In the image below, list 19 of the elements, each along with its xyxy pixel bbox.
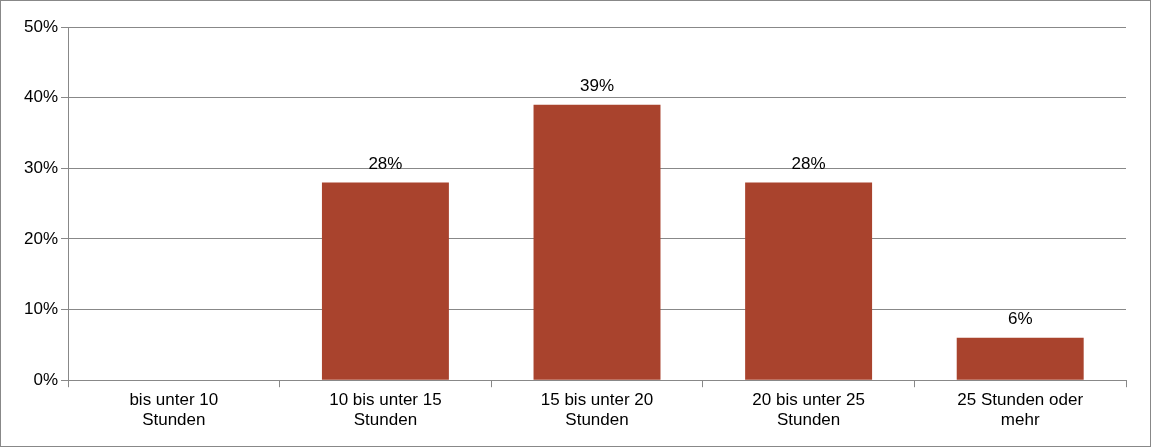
y-tick-label: 40% bbox=[23, 87, 59, 107]
y-tick-label: 20% bbox=[23, 228, 59, 248]
bar bbox=[321, 182, 449, 380]
y-tick-label: 50% bbox=[23, 16, 59, 36]
data-label: 28% bbox=[791, 153, 826, 173]
y-tick-label: 10% bbox=[23, 299, 59, 319]
bar bbox=[956, 337, 1084, 380]
data-label: 28% bbox=[368, 153, 403, 173]
data-label: 39% bbox=[580, 75, 615, 95]
x-tick-label: 20 bis unter 25 Stunden bbox=[752, 390, 865, 430]
x-tick-label: 10 bis unter 15 Stunden bbox=[329, 390, 442, 430]
bar bbox=[533, 104, 661, 380]
x-tick-label: 15 bis unter 20 Stunden bbox=[540, 390, 654, 430]
data-label: 6% bbox=[1007, 309, 1033, 328]
y-tick-label: 0% bbox=[33, 369, 59, 389]
bar bbox=[745, 182, 873, 380]
y-tick-label: 30% bbox=[23, 157, 59, 177]
x-tick-label: bis unter 10 Stunden bbox=[129, 390, 219, 430]
x-tick-label: 25 Stunden oder mehr bbox=[957, 390, 1084, 430]
